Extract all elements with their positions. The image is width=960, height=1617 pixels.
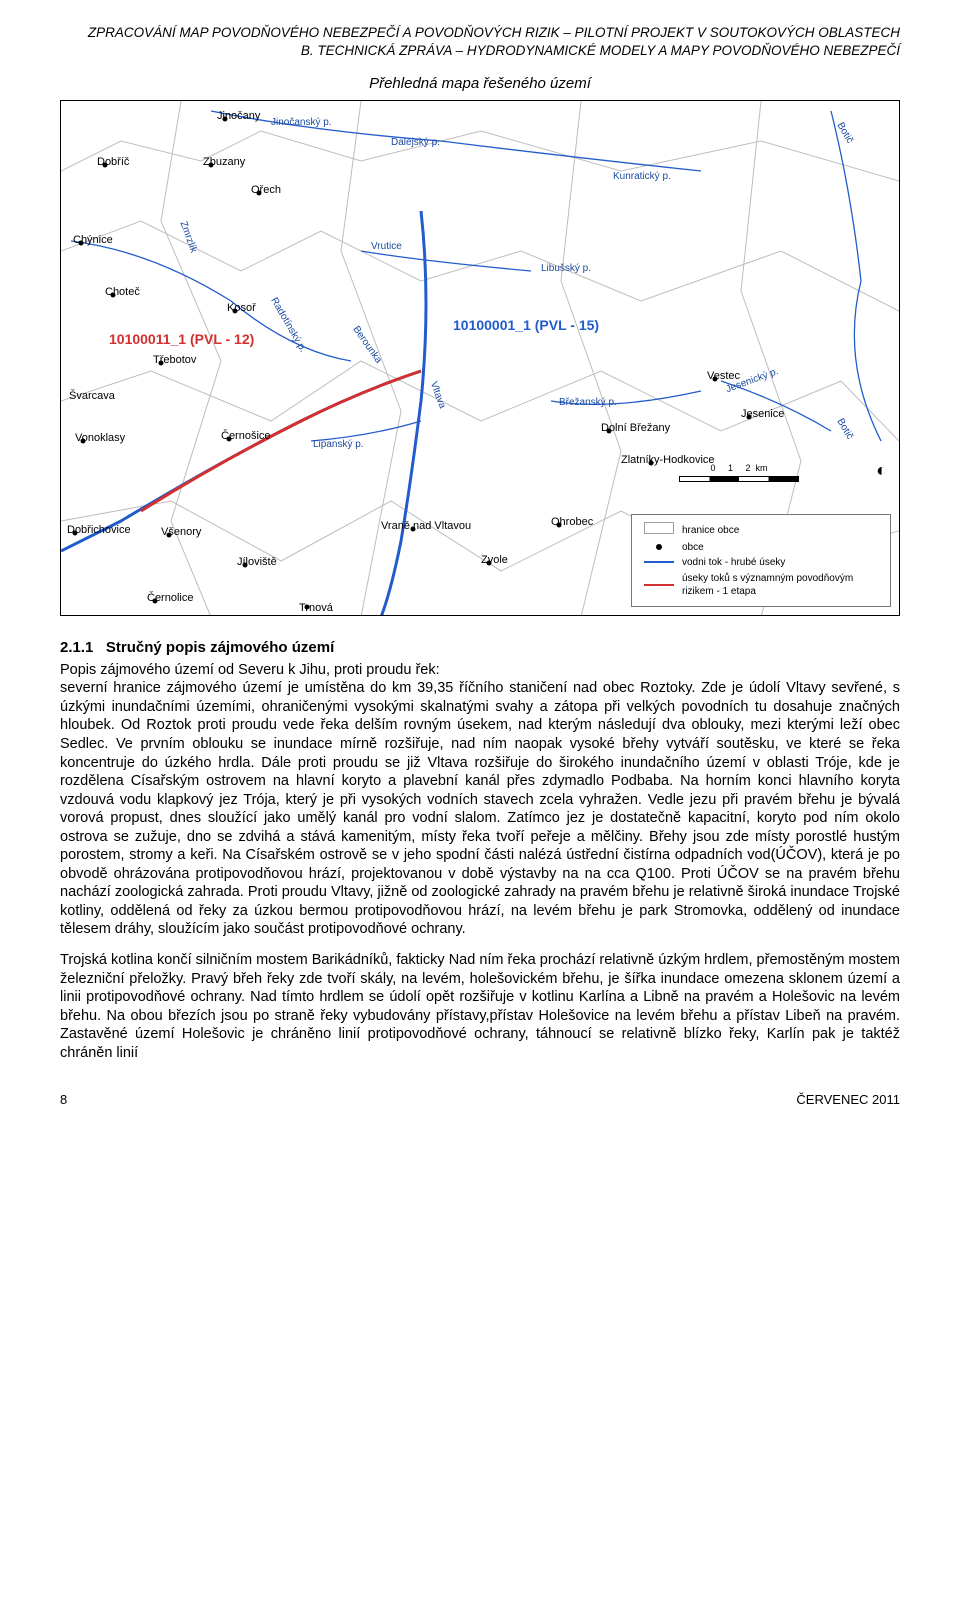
- stream-label: Vrutice: [371, 241, 402, 254]
- para-main-2: Trojská kotlina končí silničním mostem B…: [60, 951, 900, 1062]
- town-label: Ořech: [251, 183, 281, 197]
- town-label: Trnová: [299, 601, 333, 615]
- town-label: Jesenice: [741, 407, 784, 421]
- stream-label: Libušský p.: [541, 263, 591, 276]
- stream-label: Dalejský p.: [391, 137, 440, 150]
- overview-map: 10100011_1 (PVL - 12) 10100001_1 (PVL - …: [60, 100, 900, 616]
- town-label: Vraně nad Vltavou: [381, 519, 471, 533]
- map-legend: hranice obce obce vodni tok - hrubé úsek…: [631, 514, 891, 607]
- town-label: Chýnice: [73, 233, 113, 247]
- section-number: 2.1.1: [60, 639, 93, 656]
- map-id-blue: 10100001_1 (PVL - 15): [453, 317, 599, 335]
- town-label: Choteč: [105, 285, 140, 299]
- stream-label: Břežanský p.: [559, 397, 617, 410]
- para-intro: Popis zájmového území od Severu k Jihu, …: [60, 661, 900, 680]
- map-id-red: 10100011_1 (PVL - 12): [109, 331, 254, 349]
- town-label: Všenory: [161, 525, 201, 539]
- header-line-1: ZPRACOVÁNÍ MAP POVODŇOVÉHO NEBEZPEČÍ A P…: [60, 24, 900, 42]
- town-label: Dolní Břežany: [601, 421, 670, 435]
- town-label: Zbuzany: [203, 155, 245, 169]
- town-label: Jinočany: [217, 109, 260, 123]
- map-caption: Přehledná mapa řešeného území: [60, 74, 900, 93]
- stream-label: Jinočanský p.: [271, 117, 332, 130]
- legend-dot: obce: [678, 540, 882, 556]
- page-footer: 8 ČERVENEC 2011: [60, 1092, 900, 1109]
- town-label: Vonoklasy: [75, 431, 125, 445]
- footer-date: ČERVENEC 2011: [796, 1092, 900, 1109]
- section-heading: 2.1.1 Stručný popis zájmového území: [60, 638, 900, 657]
- legend-blue: vodni tok - hrubé úseky: [678, 555, 882, 571]
- town-label: Jíloviště: [237, 555, 277, 569]
- scale-bar: 0 1 2 km: [679, 463, 799, 483]
- town-label: Černolice: [147, 591, 193, 605]
- doc-header: ZPRACOVÁNÍ MAP POVODŇOVÉHO NEBEZPEČÍ A P…: [60, 24, 900, 60]
- section-title: Stručný popis zájmového území: [106, 639, 334, 656]
- town-label: Dobříč: [97, 155, 129, 169]
- stream-label: Lipanský p.: [313, 439, 364, 452]
- town-label: Kosoř: [227, 301, 256, 315]
- header-line-2: B. TECHNICKÁ ZPRÁVA – HYDRODYNAMICKÉ MOD…: [60, 42, 900, 60]
- town-label: Třebotov: [153, 353, 196, 367]
- town-label: Ohrobec: [551, 515, 593, 529]
- town-label: Dobřichovice: [67, 523, 131, 537]
- town-label: Zvole: [481, 553, 508, 567]
- town-label: Černošice: [221, 429, 271, 443]
- legend-red: úseky toků s významným povodňovým rizike…: [678, 571, 882, 600]
- page-number: 8: [60, 1092, 67, 1109]
- north-arrow: ◐: [876, 459, 887, 482]
- town-label: Švarcava: [69, 389, 115, 403]
- stream-label: Kunratický p.: [613, 171, 671, 184]
- legend-box: hranice obce: [678, 521, 882, 540]
- para-main-1: severní hranice zájmového území je umíst…: [60, 679, 900, 939]
